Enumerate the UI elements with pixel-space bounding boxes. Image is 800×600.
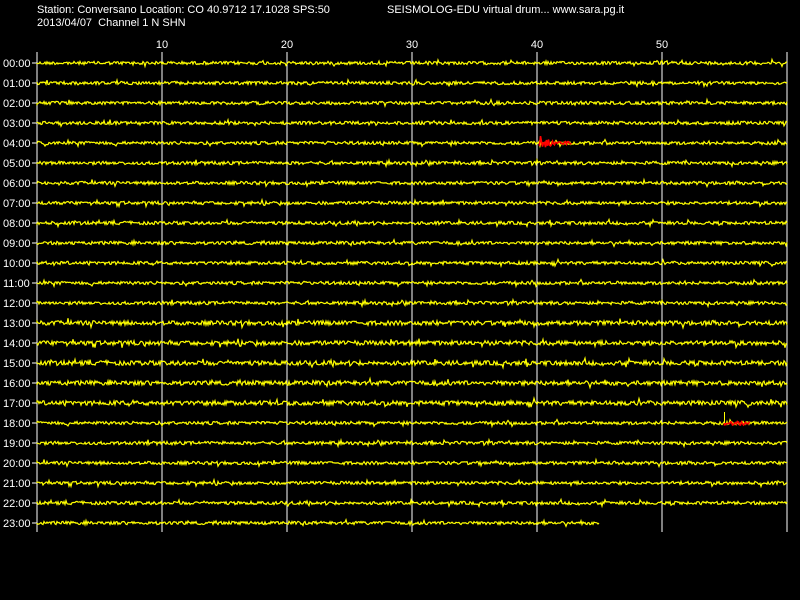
hour-label: 02:00: [3, 98, 31, 110]
hour-label: 12:00: [3, 298, 31, 310]
trace-row: [36, 318, 788, 330]
x-tick-label: 30: [406, 39, 418, 51]
trace-row: [36, 157, 788, 169]
x-tick-label: 40: [531, 39, 543, 51]
trace-row: [36, 337, 788, 350]
hour-label: 05:00: [3, 158, 31, 170]
station-info: Station: Conversano Location: CO 40.9712…: [37, 4, 330, 16]
hour-label: 06:00: [3, 178, 31, 190]
x-tick-label: 10: [156, 39, 168, 51]
hour-labels: 00:00 01:00 02:00 03:00 04:00 05:00 06:00 07:00…: [3, 58, 37, 530]
hour-label: 13:00: [3, 318, 31, 330]
trace-row: [36, 355, 788, 370]
trace-row: [36, 217, 788, 229]
hour-label: 21:00: [3, 478, 31, 490]
hour-label: 07:00: [3, 198, 31, 210]
hour-label: 00:00: [3, 58, 31, 70]
trace-row: [36, 418, 788, 429]
hour-label: 01:00: [3, 78, 31, 90]
hour-label: 08:00: [3, 218, 31, 230]
trace-row: [36, 437, 788, 449]
x-tick-label: 50: [656, 39, 668, 51]
hour-label: 19:00: [3, 438, 31, 450]
hour-label: 17:00: [3, 398, 31, 410]
trace-row: [36, 395, 788, 409]
hour-label: 16:00: [3, 378, 31, 390]
hour-label: 20:00: [3, 458, 31, 470]
grid-lines: [36, 52, 788, 532]
trace-row: [36, 238, 788, 248]
trace-row: [36, 457, 788, 469]
hour-label: 18:00: [3, 418, 31, 430]
x-tick-labels: 10 20 30 40 50: [156, 39, 668, 51]
trace-row: [36, 77, 788, 89]
trace-row: [36, 177, 788, 189]
trace-row: [36, 477, 788, 489]
event-marker: [538, 135, 572, 148]
trace-row: [36, 138, 788, 149]
x-tick-label: 20: [281, 39, 293, 51]
hour-label: 09:00: [3, 238, 31, 250]
trace-row: [36, 57, 788, 69]
hour-label: 03:00: [3, 118, 31, 130]
hour-label: 22:00: [3, 498, 31, 510]
trace-row: [36, 376, 788, 390]
trace-row: [36, 197, 788, 209]
trace-row: [36, 497, 788, 509]
events: [538, 135, 751, 427]
app-brand: SEISMOLOG-EDU virtual drum... www.sara.p…: [387, 4, 625, 16]
trace-row: [36, 257, 788, 269]
trace-row: [36, 97, 788, 108]
date-channel-info: 2013/04/07 Channel 1 N SHN: [37, 17, 186, 29]
hour-label: 14:00: [3, 338, 31, 350]
hour-label: 15:00: [3, 358, 31, 370]
trace-row: [36, 297, 788, 309]
trace-row: [36, 518, 600, 528]
trace-row: [36, 117, 788, 128]
hour-label: 10:00: [3, 258, 31, 270]
hour-label: 11:00: [3, 278, 30, 290]
traces: [36, 57, 788, 528]
trace-row: [36, 278, 788, 289]
event-marker: [723, 420, 751, 427]
hour-label: 04:00: [3, 138, 31, 150]
hour-label: 23:00: [3, 518, 31, 530]
